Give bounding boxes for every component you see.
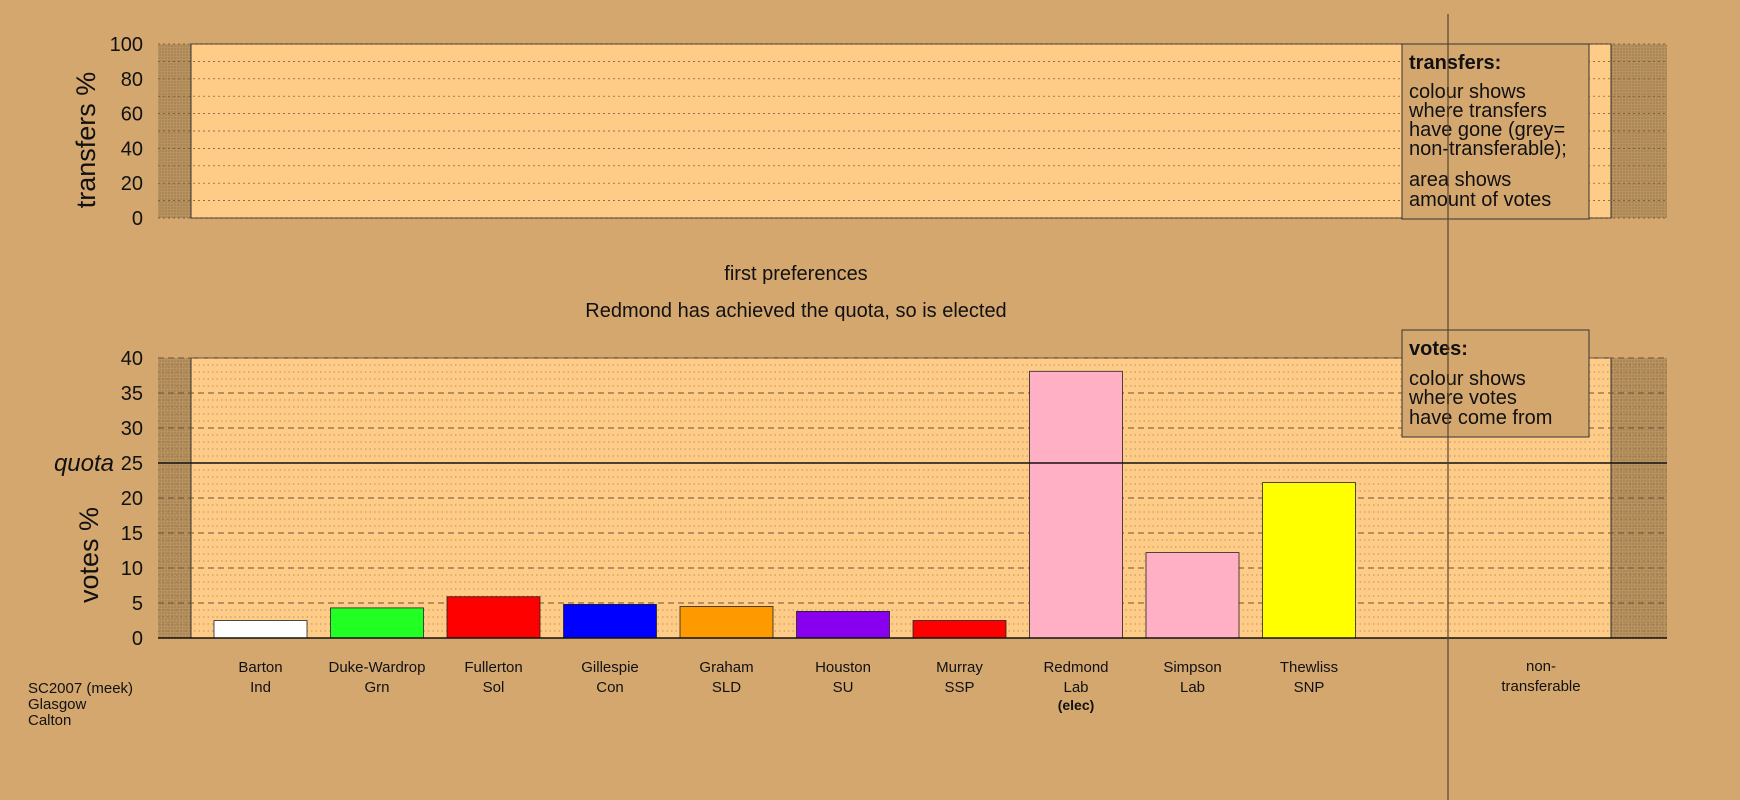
- source-line: SC2007 (meek): [28, 680, 133, 697]
- votes-tick-label: 30: [121, 418, 143, 440]
- candidate-party: SU: [833, 679, 854, 696]
- candidate-name: Murray: [936, 659, 983, 676]
- votes-legend-line: have come from: [1409, 407, 1552, 429]
- candidate-party: SSP: [944, 679, 974, 696]
- candidate-party: Lab: [1063, 679, 1088, 696]
- candidate-name: Barton: [238, 659, 282, 676]
- transfers-legend-line: where transfers: [1408, 100, 1547, 122]
- votes-legend-title: votes:: [1409, 338, 1468, 360]
- votes-tick-label: 0: [132, 628, 143, 650]
- candidate-status: (elec): [1058, 697, 1095, 713]
- votes-panel: 0 5 10 15 20 25 30 35 40 quota votes %: [54, 348, 1667, 650]
- quota-label: quota: [54, 450, 114, 477]
- vote-bar: [912, 620, 1007, 639]
- votes-tick-label: 35: [121, 383, 143, 405]
- candidate-party: Sol: [483, 679, 505, 696]
- transfers-tick-labels: 0 20 40 60 80 100: [110, 34, 143, 230]
- vote-bar: [1145, 552, 1240, 639]
- candidate-party: Con: [596, 679, 624, 696]
- candidate-name: Gillespie: [581, 659, 639, 676]
- votes-tick-label: 10: [121, 558, 143, 580]
- transfers-legend: transfers: colour shows where transfers …: [1401, 43, 1590, 220]
- vote-bar: [796, 611, 890, 639]
- votes-legend-line: where votes: [1408, 387, 1517, 409]
- vote-bar: [563, 604, 657, 639]
- transfers-legend-line: amount of votes: [1409, 189, 1551, 211]
- candidate-name: Duke-Wardrop: [329, 659, 426, 676]
- candidate-name: Fullerton: [464, 659, 522, 676]
- stage-subtitle: Redmond has achieved the quota, so is el…: [585, 300, 1006, 322]
- transfers-tick-label: 20: [121, 173, 143, 195]
- transfers-axis-title: transfers %: [71, 72, 101, 209]
- candidate-party: Ind: [250, 679, 271, 696]
- transfers-tick-label: 0: [132, 208, 143, 230]
- transfers-tick-label: 40: [121, 138, 143, 160]
- votes-tick-label: 40: [121, 348, 143, 370]
- votes-tick-label: 15: [121, 523, 143, 545]
- transfers-tick-label: 60: [121, 104, 143, 126]
- transfers-legend-line: non-transferable);: [1409, 138, 1567, 160]
- vote-bar: [1029, 370, 1123, 639]
- transfers-tick-label: 80: [121, 69, 143, 91]
- candidate-party: Grn: [364, 679, 389, 696]
- transfers-gridlines: [158, 43, 1667, 219]
- votes-legend: votes: colour shows where votes have com…: [1401, 329, 1590, 438]
- candidate-name: Graham: [699, 659, 753, 676]
- vote-bar: [446, 596, 541, 639]
- votes-legend-line: colour shows: [1409, 368, 1526, 390]
- votes-tick-label: 20: [121, 488, 143, 510]
- nontransferable-label: transferable: [1501, 678, 1580, 695]
- candidate-name: Simpson: [1163, 659, 1221, 676]
- source-line: Glasgow: [28, 696, 87, 713]
- transfers-panel: 0 20 40 60 80 100 transfers %: [71, 34, 1667, 230]
- transfers-legend-title: transfers:: [1409, 52, 1501, 74]
- candidate-labels: Barton Ind Duke-Wardrop Grn Fullerton Sol Gill…: [238, 659, 1338, 713]
- candidate-name: Houston: [815, 659, 871, 676]
- candidate-name: Thewliss: [1280, 659, 1338, 676]
- candidate-party: Lab: [1180, 679, 1205, 696]
- vote-bar: [1262, 482, 1356, 639]
- votes-legend-box: [1401, 329, 1590, 438]
- source-line: Calton: [28, 712, 71, 729]
- votes-axis-title: votes %: [74, 507, 104, 603]
- vote-bar: [213, 620, 308, 639]
- votes-tick-label: 5: [132, 593, 143, 615]
- transfers-legend-line: area shows: [1409, 169, 1511, 191]
- stage-title: first preferences: [724, 263, 867, 285]
- transfers-tick-label: 100: [110, 34, 143, 56]
- votes-bars: [213, 370, 1356, 639]
- candidate-party: SNP: [1294, 679, 1325, 696]
- transfers-legend-box: [1401, 43, 1590, 220]
- nontransferable-label: non-: [1526, 658, 1556, 675]
- candidate-party: SLD: [712, 679, 741, 696]
- candidate-name: Redmond: [1043, 659, 1108, 676]
- vote-bar: [330, 607, 424, 639]
- vote-bar: [679, 606, 774, 639]
- votes-tick-label: 25: [121, 453, 143, 475]
- votes-tick-labels: 0 5 10 15 20 25 30 35 40: [121, 348, 143, 650]
- transfers-legend-line: colour shows: [1409, 81, 1526, 103]
